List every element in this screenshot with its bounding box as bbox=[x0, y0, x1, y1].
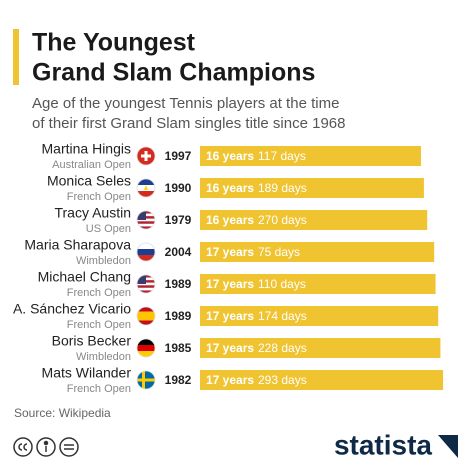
bar-label-years: 16 years bbox=[206, 213, 254, 227]
flag-stripe bbox=[137, 191, 155, 197]
flag bbox=[137, 339, 155, 357]
tournament: French Open bbox=[67, 287, 131, 299]
tournament: US Open bbox=[86, 223, 131, 235]
flag-stripe bbox=[137, 345, 155, 352]
bar-label-years: 16 years bbox=[206, 181, 254, 195]
player-name: Tracy Austin bbox=[54, 205, 131, 221]
source: Source: Wikipedia bbox=[14, 406, 111, 420]
flag-stripe bbox=[137, 311, 155, 317]
player-name: Martina Hingis bbox=[42, 141, 131, 157]
flag-stripe bbox=[137, 255, 155, 261]
bar-label-days: 293 days bbox=[258, 373, 307, 387]
bar bbox=[200, 338, 441, 358]
bar-label-years: 17 years bbox=[206, 277, 254, 291]
player-name: Boris Becker bbox=[52, 333, 132, 349]
flag-border bbox=[136, 146, 156, 166]
year-won: 1979 bbox=[165, 213, 192, 227]
flag-stripe bbox=[137, 285, 155, 288]
tournament: French Open bbox=[67, 383, 131, 395]
tournament: Australian Open bbox=[52, 159, 131, 171]
chart-title: Grand Slam Champions bbox=[32, 59, 315, 87]
player-name: A. Sánchez Vicario bbox=[13, 301, 131, 317]
chart-title: The Youngest bbox=[32, 29, 196, 57]
flag-canton bbox=[137, 275, 146, 284]
flag-cross bbox=[137, 378, 155, 382]
chart-subtitle: Age of the youngest Tennis players at th… bbox=[32, 95, 339, 112]
year-won: 2004 bbox=[165, 245, 192, 259]
bar-label-days: 110 days bbox=[258, 277, 306, 291]
bar-label-days: 189 days bbox=[258, 181, 307, 195]
flag-border bbox=[136, 178, 156, 198]
chart-subtitle: of their first Grand Slam singles title … bbox=[32, 115, 345, 132]
flag-star bbox=[144, 185, 148, 190]
year-won: 1997 bbox=[165, 149, 192, 163]
flag-stripe bbox=[137, 249, 155, 256]
flag-stripe bbox=[137, 243, 155, 250]
flag bbox=[137, 211, 155, 229]
flag-border bbox=[136, 242, 156, 262]
bar-label-years: 17 years bbox=[206, 373, 254, 387]
year-won: 1982 bbox=[165, 373, 192, 387]
player-name: Mats Wilander bbox=[42, 365, 132, 381]
tournament: Wimbledon bbox=[76, 351, 131, 363]
flag-border bbox=[136, 370, 156, 390]
flag-canton bbox=[137, 211, 146, 220]
player-name: Maria Sharapova bbox=[24, 237, 131, 253]
tournament: Wimbledon bbox=[76, 255, 131, 267]
player-name: Monica Seles bbox=[47, 173, 131, 189]
bar bbox=[200, 242, 435, 262]
bar-label-years: 17 years bbox=[206, 309, 254, 323]
flag bbox=[137, 147, 155, 165]
flag bbox=[137, 179, 155, 197]
flag-border bbox=[136, 306, 156, 326]
flag bbox=[137, 275, 155, 293]
brand-logo bbox=[438, 435, 458, 458]
bar-label-days: 117 days bbox=[258, 149, 306, 163]
bar bbox=[200, 370, 444, 390]
flag-stripe bbox=[137, 226, 155, 229]
flag-border bbox=[136, 274, 156, 294]
flag-cross bbox=[141, 154, 151, 158]
tournament: French Open bbox=[67, 191, 131, 203]
flag bbox=[137, 243, 155, 261]
flag-stripe bbox=[137, 287, 155, 291]
flag-stripe bbox=[137, 316, 155, 321]
bar-label-years: 16 years bbox=[206, 149, 254, 163]
flag-stripe bbox=[137, 339, 155, 346]
bar-label-days: 228 days bbox=[258, 341, 307, 355]
flag-stripe bbox=[137, 351, 155, 357]
year-won: 1990 bbox=[165, 181, 192, 195]
flag-stripe bbox=[137, 290, 155, 293]
tournament: French Open bbox=[67, 319, 131, 331]
bar bbox=[200, 146, 421, 166]
flag bbox=[137, 307, 155, 325]
year-won: 1985 bbox=[165, 341, 192, 355]
bar bbox=[200, 210, 428, 230]
flag-stripe bbox=[137, 320, 155, 325]
bar bbox=[200, 306, 439, 326]
flag-border bbox=[136, 210, 156, 230]
flag-stripe bbox=[137, 223, 155, 227]
bar-label-years: 17 years bbox=[206, 245, 254, 259]
bar-label-days: 270 days bbox=[258, 213, 307, 227]
player-name: Michael Chang bbox=[38, 269, 131, 285]
bar bbox=[200, 178, 424, 198]
bar-label-years: 17 years bbox=[206, 341, 254, 355]
year-won: 1989 bbox=[165, 309, 192, 323]
flag-stripe bbox=[137, 179, 155, 186]
flag-stripe bbox=[137, 307, 155, 312]
bar bbox=[200, 274, 436, 294]
bar-label-days: 174 days bbox=[258, 309, 307, 323]
bar-label-days: 75 days bbox=[258, 245, 300, 259]
brand: statista bbox=[334, 429, 432, 460]
license-icons bbox=[13, 437, 79, 457]
flag bbox=[137, 371, 155, 389]
year-won: 1989 bbox=[165, 277, 192, 291]
flag-stripe bbox=[137, 221, 155, 224]
flag-border bbox=[136, 338, 156, 358]
accent-bar bbox=[13, 29, 19, 85]
